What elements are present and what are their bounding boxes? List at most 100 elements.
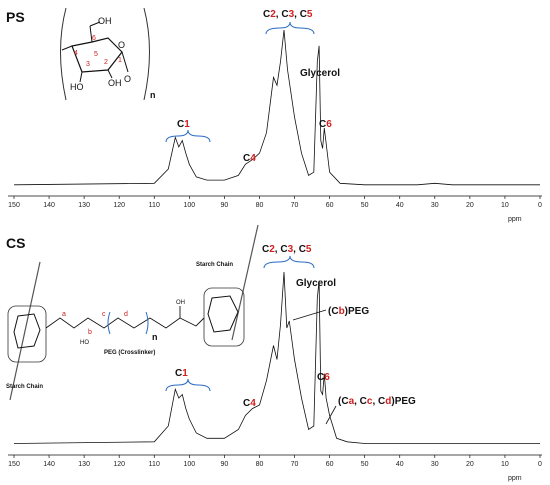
ps-atom-4: 4 [74, 50, 78, 57]
cs-x-tick-label: 150 [8, 461, 20, 468]
ps-x-tick-label: 50 [361, 202, 369, 209]
cs-chain-top: Starch Chain [196, 262, 233, 268]
cs-x-tick-label: 80 [256, 461, 264, 468]
cs-spectrum-line [13, 271, 540, 444]
ps-bond-ch2 [89, 25, 93, 43]
cs-annot-c4: C4 [243, 398, 256, 409]
cs-x-tick-label: 70 [291, 461, 299, 468]
ps-atom-2: 2 [104, 59, 108, 66]
cs-right-ring-box [203, 287, 245, 347]
ps-atom-5: 5 [94, 51, 98, 58]
cs-peg-bracket-right [145, 311, 149, 335]
ps-x-tick-label: 90 [221, 202, 229, 209]
ps-atom-1: 1 [118, 57, 122, 64]
ps-bond-o [121, 51, 129, 73]
cs-annot-cb-peg: (Cb)PEG [328, 306, 369, 317]
cs-label-oh: OH [176, 300, 185, 306]
cs-annot-glycerol: Glycerol [296, 278, 336, 289]
ps-label-oh-ring: OH [108, 78, 122, 88]
cs-x-tick-label: 60 [326, 461, 334, 468]
ps-label-oh-top: OH [98, 16, 112, 26]
cs-label-n: n [152, 332, 158, 342]
ps-x-ticks: 150 140 130 120 110 100 90 80 70 60 50 40 30 20 10 0 [8, 196, 542, 209]
ps-x-tick-label: 140 [43, 202, 55, 209]
cs-x-ticks: 150 140 130 120 110 100 90 80 70 60 50 40 30 20 10 0 [8, 455, 542, 468]
ps-bond-ho [79, 71, 83, 83]
cs-x-tick-label: 110 [149, 461, 160, 468]
ps-panel-label: PS [6, 9, 25, 25]
cs-x-tick-label: 30 [431, 461, 439, 468]
ps-x-tick-label: 40 [396, 202, 404, 209]
cs-atom-d: d [124, 311, 128, 318]
cs-annot-c1: C1 [175, 368, 188, 379]
cs-annotations: C1 C4 C2, C3, C5 Glycerol (Cb)PEG C6 (Ca… [165, 244, 416, 425]
ps-annotations: C1 C4 C2, C3, C5 Glycerol C6 [165, 9, 340, 164]
cs-left-ring [13, 313, 41, 349]
cs-x-tick-label: 0 [538, 461, 542, 468]
cs-brace-c1 [165, 378, 211, 392]
ps-label-n: n [150, 90, 156, 100]
ps-bond-oh [89, 21, 101, 27]
ps-bracket-right [143, 7, 150, 101]
ps-label-o: O [124, 74, 131, 84]
cs-x-tick-label: 120 [113, 461, 125, 468]
ps-annot-c4: C4 [243, 153, 256, 164]
ps-molecule-inset: OH HO OH O O n 6 5 4 3 2 1 [60, 7, 156, 101]
cs-annot-cacccd-peg: (Ca, Cc, Cd)PEG [338, 396, 416, 407]
ps-x-tick-label: 130 [78, 202, 90, 209]
ps-x-tick-label: 120 [113, 202, 125, 209]
cs-annot-c235: C2, C3, C5 [262, 244, 312, 255]
ps-x-tick-label: 80 [256, 202, 264, 209]
ps-label-ring-o: O [118, 40, 125, 50]
ps-x-tick-label: 30 [431, 202, 439, 209]
cs-peg-bracket-left [107, 311, 111, 335]
ps-brace-c1 [165, 129, 211, 143]
cs-peg-chain [45, 317, 205, 329]
cs-x-tick-label: 20 [466, 461, 474, 468]
cs-arrow-cb [292, 309, 327, 321]
ps-spectrum-line [13, 29, 540, 186]
ps-annot-c235: C2, C3, C5 [263, 9, 313, 20]
cs-x-tick-label: 100 [183, 461, 195, 468]
cs-x-tick-label: 40 [396, 461, 404, 468]
ps-annot-c6: C6 [319, 119, 332, 130]
cs-x-tick-label: 10 [501, 461, 509, 468]
ps-brace-c235 [265, 21, 315, 35]
cs-atom-a: a [62, 311, 66, 318]
ps-x-tick-label: 0 [538, 202, 542, 209]
ps-atom-6: 6 [92, 35, 96, 42]
ps-x-tick-label: 60 [326, 202, 334, 209]
cs-label-ho: HO [80, 340, 89, 346]
cs-x-tick-label: 90 [221, 461, 229, 468]
ps-label-ho: HO [70, 82, 84, 92]
cs-panel: CS Starch Chain Starch Chain a b c d OH … [6, 224, 542, 482]
cs-x-label: ppm [508, 475, 522, 482]
cs-brace-c235 [263, 255, 315, 269]
ps-x-tick-label: 100 [183, 202, 195, 209]
cs-arrow-cacccd [325, 405, 337, 425]
cs-x-tick-label: 130 [78, 461, 90, 468]
cs-chain-slash-right [231, 224, 259, 341]
cs-label-peg: PEG (Crosslinker) [104, 350, 155, 356]
ps-bond-oh2 [107, 69, 113, 79]
cs-chain-slash-left [9, 261, 41, 401]
ps-x-tick-label: 150 [8, 202, 20, 209]
ps-annot-c1: C1 [177, 119, 190, 130]
cs-molecule-inset: Starch Chain Starch Chain a b c d OH HO … [6, 224, 259, 401]
ps-bond-left [61, 45, 73, 51]
cs-chain-bottom: Starch Chain [6, 384, 43, 390]
ps-panel: PS OH HO OH O O n 6 5 4 3 2 1 150 1 [6, 7, 542, 223]
ps-bracket-left [60, 7, 67, 101]
cs-atom-b: b [88, 329, 92, 336]
cs-x-tick-label: 140 [43, 461, 55, 468]
ps-annot-glycerol: Glycerol [300, 68, 340, 79]
ps-x-tick-label: 110 [149, 202, 160, 209]
cs-atom-c: c [102, 311, 106, 318]
ps-x-tick-label: 70 [291, 202, 299, 209]
ps-x-tick-label: 10 [501, 202, 509, 209]
cs-panel-label: CS [6, 235, 25, 251]
ps-x-label: ppm [508, 216, 522, 223]
cs-x-tick-label: 50 [361, 461, 369, 468]
cs-right-ring [207, 295, 239, 333]
